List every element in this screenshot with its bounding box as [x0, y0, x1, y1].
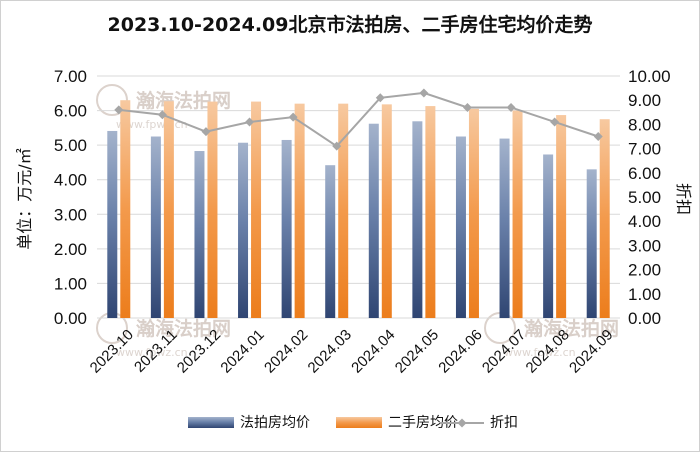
bar-resale-price: [294, 103, 305, 319]
discount-point: [245, 117, 255, 127]
bar-auction-price: [194, 151, 205, 318]
discount-point: [375, 93, 385, 103]
bar-auction-price: [238, 142, 249, 318]
chart-title: 2023.10-2024.09北京市法拍房、二手房住宅均价走势: [108, 13, 593, 36]
watermark-bottom-right: 瀚海法拍网 www.fpwz.cn: [484, 312, 619, 359]
y-left-tick-label: 6.00: [54, 102, 87, 121]
y-right-tick-label: 4.00: [628, 212, 661, 231]
bar-resale-price: [207, 101, 218, 318]
svg-text:瀚海法拍网: 瀚海法拍网: [523, 317, 619, 340]
bar-auction-price: [586, 169, 597, 318]
y-right-tick-label: 9.00: [628, 91, 661, 110]
svg-text:www.fpwz.cn: www.fpwz.cn: [504, 346, 576, 359]
bar-resale-price: [512, 110, 523, 318]
bar-resale-price: [468, 108, 479, 318]
discount-line: [114, 88, 603, 151]
y-right-tick-label: 3.00: [628, 236, 661, 255]
bar-auction-price: [150, 136, 161, 318]
bar-resale-price: [338, 103, 349, 319]
y-right-tick-label: 6.00: [628, 164, 661, 183]
y-right-tick-label: 8.00: [628, 115, 661, 134]
y-axis-right-title: 折扣: [674, 183, 693, 215]
bar-auction-price: [499, 138, 510, 318]
bar-auction-price: [368, 123, 379, 318]
watermark: 瀚海法拍网 www.fpwz.cn 瀚海法拍网 www.fpwz.cn 瀚海法拍…: [96, 84, 619, 359]
legend-swatch-discount-marker: [457, 418, 467, 428]
bar-resale-price: [251, 101, 262, 318]
y-right-tick-label: 2.00: [628, 261, 661, 280]
bar-auction-price: [107, 130, 118, 318]
y-right-tick-label: 0.00: [628, 309, 661, 328]
legend-label-auction: 法拍房均价: [240, 415, 310, 431]
y-right-tick-label: 10.00: [628, 67, 671, 86]
discount-line-path: [118, 91, 599, 148]
discount-point: [288, 112, 298, 122]
bar-resale-price: [599, 119, 610, 318]
watermark-bottom-left: 瀚海法拍网 www.fpwz.cn: [96, 312, 231, 359]
bar-resale-price: [381, 104, 392, 318]
y-axis-right: 0.00 1.00 2.00 3.00 4.00 5.00 6.00 7.00 8.00 9.00…: [628, 67, 671, 328]
bar-resale-price: [163, 101, 174, 318]
gridlines: [97, 75, 620, 319]
discount-point: [114, 105, 124, 115]
y-left-tick-label: 0.00: [54, 309, 87, 328]
y-right-tick-label: 7.00: [628, 140, 661, 159]
legend-swatch-auction: [188, 417, 234, 428]
discount-point: [593, 132, 603, 141]
y-left-tick-label: 4.00: [54, 171, 87, 190]
discount-point: [550, 117, 560, 127]
discount-point: [157, 110, 167, 120]
bar-auction-price: [325, 165, 336, 318]
bar-resale-price: [425, 106, 436, 318]
bar-auction-price: [455, 136, 466, 318]
y-left-tick-label: 2.00: [54, 240, 87, 259]
y-right-tick-label: 5.00: [628, 188, 661, 207]
discount-point: [332, 141, 342, 151]
svg-text:瀚海法拍网: 瀚海法拍网: [135, 317, 231, 340]
y-left-tick-label: 3.00: [54, 205, 87, 224]
discount-point: [419, 88, 429, 98]
y-left-tick-label: 1.00: [54, 274, 87, 293]
y-axis-left-title: 单位：万元/㎡: [15, 148, 34, 249]
discount-point: [201, 127, 211, 137]
bar-auction-price: [412, 121, 423, 318]
legend-label-discount: 折扣: [490, 415, 518, 431]
legend-swatch-resale: [336, 417, 382, 428]
svg-text:瀚海法拍网: 瀚海法拍网: [135, 89, 231, 112]
bar-auction-price: [281, 139, 292, 318]
y-axis-left: 0.00 1.00 2.00 3.00 4.00 5.00 6.00 7.00: [54, 67, 87, 328]
y-left-tick-label: 5.00: [54, 136, 87, 155]
legend: 法拍房均价 二手房均价 折扣: [188, 415, 518, 431]
discount-point: [462, 102, 472, 112]
bars: [107, 100, 610, 319]
discount-point: [506, 102, 516, 112]
legend-label-resale: 二手房均价: [388, 415, 458, 431]
bar-resale-price: [556, 115, 567, 319]
bar-resale-price: [120, 100, 131, 318]
bar-auction-price: [543, 154, 554, 318]
svg-text:www.fpwz.cn: www.fpwz.cn: [116, 346, 188, 359]
y-right-tick-label: 1.00: [628, 285, 661, 304]
y-left-tick-label: 7.00: [54, 67, 87, 86]
